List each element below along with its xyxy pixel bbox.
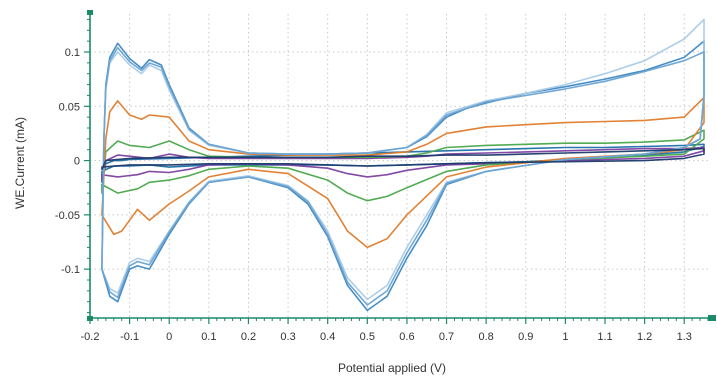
series-line-2 [101,146,705,181]
y-tick-label: -0.05 [55,210,80,222]
x-tick-label: 0 [166,331,172,343]
x-tick-label: 1 [562,331,568,343]
x-tick-label: 0.9 [518,331,533,343]
series-line-4 [101,96,705,249]
x-tick-label: 1.2 [637,331,652,343]
x-tick-label: 0.7 [439,331,454,343]
y-tick-label: 0.1 [65,47,80,59]
origin-handle [87,316,93,321]
x-tick-label: 1.1 [597,331,612,343]
y-tick-label: 0 [74,156,80,168]
y-axis-label: WE.Current (mA) [13,117,27,209]
axes [84,10,716,324]
x-tick-label: 0.1 [201,331,216,343]
x-tick-label: 1.3 [677,331,692,343]
y-tick-label: 0.05 [59,101,80,113]
y-tick-label: -0.1 [61,264,80,276]
x-tick-label: 0.2 [241,331,256,343]
y-axis-top-handle [87,10,93,15]
x-tick-label: -0.1 [120,331,139,343]
x-tick-label: 0.3 [280,331,295,343]
x-axis-right-handle [708,315,716,321]
series-line-7 [101,46,705,306]
series-line-8 [101,147,705,171]
tick-labels: -0.2 -0.1 0 0.1 0.2 0.3 0.4 0.5 0.6 0.7 0.8 0.9 1 1.1… [55,47,692,343]
x-axis-label: Potential applied (V) [338,361,446,375]
series-line-3 [101,129,705,202]
series-line-6 [101,18,705,301]
x-tick-label: 0.4 [320,331,335,343]
x-tick-label: 0.8 [479,331,494,343]
x-tick-label: -0.2 [81,331,100,343]
series-layer [101,18,705,312]
x-tick-label: 0.6 [399,331,414,343]
x-tick-label: 0.5 [360,331,375,343]
